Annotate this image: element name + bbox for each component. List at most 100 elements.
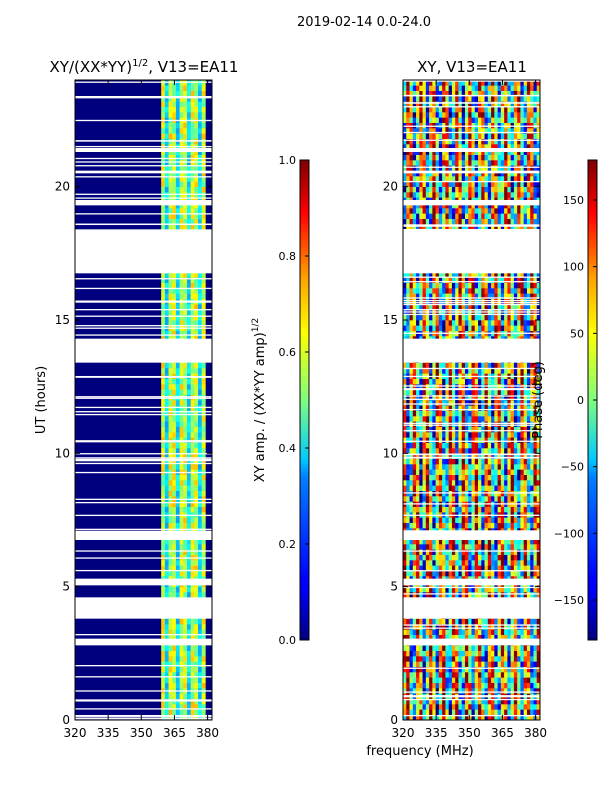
phase-cell: [429, 629, 433, 635]
phase-cell: [461, 469, 466, 475]
amplitude-cell: [172, 160, 177, 166]
phase-cell: [409, 592, 414, 598]
phase-cell: [513, 400, 518, 406]
amplitude-cell: [179, 101, 184, 107]
phase-cell: [455, 410, 459, 417]
amplitude-cell: [190, 277, 195, 283]
amplitude-cell: [161, 314, 166, 321]
phase-cell: [517, 426, 521, 433]
amplitude-cell: [183, 218, 188, 225]
phase-cell: [455, 362, 459, 369]
phase-cell: [406, 554, 410, 561]
phase-cell: [520, 432, 524, 438]
phase-cell: [458, 704, 463, 710]
phase-cell: [487, 293, 492, 299]
phase-cell: [468, 421, 472, 427]
phase-cell: [438, 682, 443, 689]
amplitude-cell: [183, 96, 188, 102]
amplitude-cell: [172, 213, 177, 219]
phase-cell: [494, 672, 498, 678]
phase-cell: [451, 400, 456, 406]
amplitude-cell: [168, 682, 173, 689]
phase-cell: [464, 698, 469, 705]
phase-cell: [520, 624, 524, 630]
amplitude-cell: [183, 474, 188, 481]
phase-cell: [491, 474, 495, 481]
amplitude-cell: [175, 170, 180, 177]
phase-cell: [513, 592, 518, 598]
phase-cell: [435, 618, 440, 625]
phase-cell: [533, 650, 538, 657]
phase-cell: [513, 288, 518, 294]
amplitude-cell: [183, 570, 188, 577]
phase-cell: [500, 325, 505, 331]
phase-cell: [474, 672, 479, 678]
phase-cell: [504, 405, 508, 411]
amplitude-cell: [175, 442, 180, 449]
phase-cell: [471, 362, 476, 369]
phase-cell: [510, 714, 515, 720]
phase-cell: [510, 432, 515, 438]
phase-cell: [461, 586, 466, 593]
amplitude-cell: [194, 186, 199, 193]
phase-cell: [429, 656, 433, 662]
amplitude-cell: [172, 618, 177, 625]
phase-cell: [513, 314, 518, 321]
phase-cell: [530, 506, 534, 513]
amplitude-cell: [168, 277, 173, 283]
phase-cell: [442, 464, 446, 470]
phase-cell: [481, 448, 485, 454]
phase-cell: [425, 544, 430, 550]
phase-cell: [403, 410, 407, 417]
phase-cell: [504, 410, 508, 417]
phase-cell: [406, 320, 410, 326]
phase-cell: [536, 288, 540, 294]
phase-cell: [442, 304, 446, 310]
phase-cell: [403, 314, 407, 321]
phase-cell: [442, 650, 446, 657]
phase-cell: [513, 453, 518, 459]
amplitude-cell: [186, 560, 191, 566]
amplitude-cell: [164, 458, 169, 465]
amplitude-cell: [198, 154, 202, 161]
phase-cell: [468, 544, 472, 550]
phase-cell: [425, 554, 430, 561]
amplitude-cell: [168, 480, 173, 486]
amplitude-cell: [186, 666, 191, 673]
phase-cell: [406, 506, 410, 513]
phase-cell: [451, 688, 456, 694]
phase-cell: [523, 661, 528, 667]
phase-cell: [468, 458, 472, 465]
phase-cell: [419, 549, 423, 555]
phase-cell: [432, 618, 436, 625]
amplitude-cell: [183, 432, 188, 438]
phase-cell: [471, 426, 476, 433]
phase-cell: [445, 538, 449, 545]
phase-cell: [425, 442, 430, 449]
phase-cell: [471, 709, 476, 715]
amplitude-cell: [194, 629, 199, 635]
phase-cell: [419, 624, 423, 630]
phase-cell: [513, 714, 518, 720]
amplitude-cell: [161, 426, 166, 433]
phase-cell: [497, 629, 502, 635]
phase-cell: [533, 410, 538, 417]
amplitude-cell: [198, 426, 202, 433]
phase-cell: [432, 416, 436, 422]
phase-cell: [523, 464, 528, 470]
amplitude-cell: [183, 112, 188, 118]
phase-cell: [422, 378, 427, 385]
amplitude-cell: [190, 368, 195, 374]
phase-cell: [464, 293, 469, 299]
amplitude-cell: [179, 490, 184, 497]
phase-cell: [484, 538, 489, 545]
amplitude-cell: [161, 154, 166, 161]
phase-cell: [435, 650, 440, 657]
phase-cell: [487, 677, 492, 683]
phase-cell: [536, 661, 540, 667]
amplitude-cell: [186, 544, 191, 550]
phase-cell: [520, 485, 524, 491]
amplitude-cell: [172, 501, 177, 507]
phase-cell: [536, 618, 540, 625]
phase-cell: [504, 538, 508, 545]
